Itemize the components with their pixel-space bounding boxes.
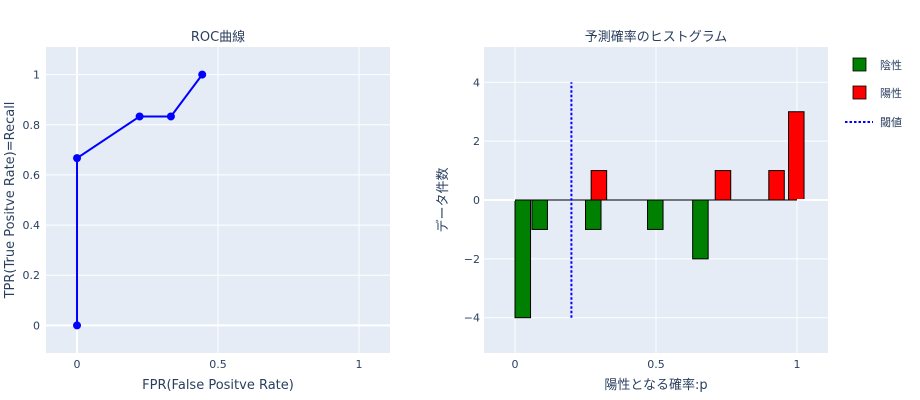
roc-point xyxy=(73,321,82,330)
roc-point xyxy=(198,70,207,79)
roc-x-axis-label: FPR(False Positve Rate) xyxy=(142,378,294,393)
roc-title: ROC曲線 xyxy=(191,29,245,45)
legend[interactable]: 陰性 陽性 閾値 xyxy=(845,57,902,129)
histogram-bar-negative xyxy=(585,199,602,230)
legend-item-threshold[interactable]: 閾値 xyxy=(845,116,902,129)
roc-y-tick-label: 0.8 xyxy=(23,119,41,132)
histogram-x-tick-label: 0 xyxy=(512,358,519,371)
histogram-bar-positive xyxy=(590,170,608,201)
histogram-bar-positive xyxy=(768,170,785,201)
histogram-bar-negative xyxy=(531,199,548,230)
legend-swatch-positive xyxy=(852,85,867,100)
histogram-title: 予測確率のヒストグラム xyxy=(585,29,728,45)
roc-y-tick-label: 0.6 xyxy=(23,169,41,182)
histogram-y-tick-label: 4 xyxy=(473,76,480,89)
roc-y-tick-label: 1 xyxy=(33,69,40,82)
roc-gridlines xyxy=(46,47,390,353)
histogram-bars xyxy=(514,111,805,319)
histogram-x-tick-label: 0.5 xyxy=(647,358,665,371)
roc-x-tick-label: 0 xyxy=(74,358,81,371)
roc-tick-labels: 0 0.2 0.4 0.6 0.8 1 0 0.5 1 xyxy=(23,69,363,371)
roc-x-tick-label: 0.5 xyxy=(209,358,227,371)
histogram-y-tick-label: 0 xyxy=(473,194,480,207)
histogram-y-tick-label: −4 xyxy=(464,312,480,325)
roc-series xyxy=(73,70,207,330)
roc-point xyxy=(135,112,144,121)
roc-point xyxy=(166,112,175,121)
roc-point xyxy=(73,154,82,163)
histogram-subplot: −4 −2 0 2 4 0 0.5 1 予測確率のヒストグラム 陽性となる確率:p データ件数 xyxy=(435,29,828,393)
roc-x-tick-label: 1 xyxy=(355,358,362,371)
histogram-y-axis-label: データ件数 xyxy=(435,167,451,232)
histogram-y-tick-label: −2 xyxy=(464,253,480,266)
histogram-bar-positive xyxy=(788,111,805,201)
legend-label-negative: 陰性 xyxy=(880,58,902,72)
histogram-bar-negative xyxy=(647,199,664,230)
legend-swatch-negative xyxy=(852,57,867,72)
legend-item-negative[interactable]: 陰性 xyxy=(852,57,902,72)
roc-y-tick-label: 0.2 xyxy=(23,269,41,282)
legend-label-positive: 陽性 xyxy=(880,86,902,100)
histogram-bar-negative xyxy=(514,199,532,319)
histogram-x-tick-label: 1 xyxy=(793,358,800,371)
histogram-y-tick-label: 2 xyxy=(473,135,480,148)
roc-y-axis-label: TPR(True Positve Rate)=Recall xyxy=(3,102,18,300)
histogram-tick-labels: −4 −2 0 2 4 0 0.5 1 xyxy=(464,76,801,371)
roc-subplot: 0 0.2 0.4 0.6 0.8 1 0 0.5 1 ROC曲線 FPR(False Posi… xyxy=(3,29,390,393)
histogram-bar-positive xyxy=(714,170,732,201)
roc-y-tick-label: 0 xyxy=(33,319,40,332)
legend-item-positive[interactable]: 陽性 xyxy=(852,85,902,100)
legend-label-threshold: 閾値 xyxy=(880,116,902,129)
histogram-bar-negative xyxy=(692,199,709,260)
histogram-x-axis-label: 陽性となる確率:p xyxy=(604,377,707,393)
roc-y-tick-label: 0.4 xyxy=(23,219,41,232)
